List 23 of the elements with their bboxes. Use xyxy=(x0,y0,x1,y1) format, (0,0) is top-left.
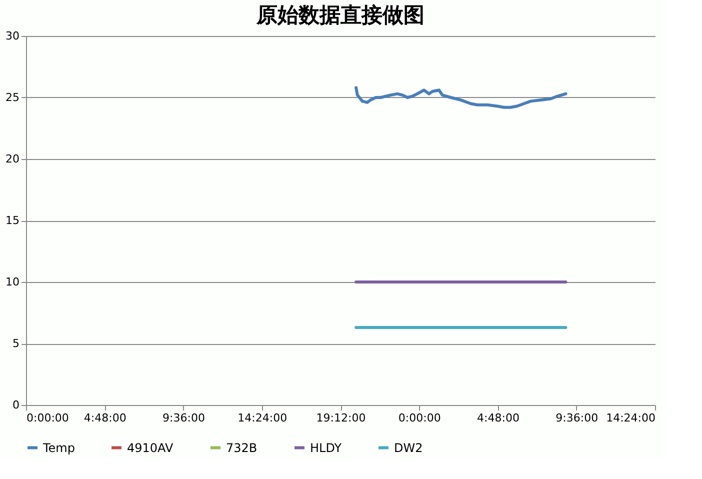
legend-label: Temp xyxy=(42,440,75,455)
legend-label: 732B xyxy=(226,440,258,455)
y-tick-label: 15 xyxy=(6,214,20,227)
y-tick-label: 10 xyxy=(6,276,20,288)
x-tick-label: 19:12:00 xyxy=(316,412,366,424)
x-tick-label: 0:00:00 xyxy=(26,412,69,424)
chart-title: 原始数据直接做图 xyxy=(256,3,424,27)
line-series xyxy=(354,86,568,109)
x-tick-label: 4:48:00 xyxy=(84,412,126,424)
y-tick-label: 30 xyxy=(6,30,20,42)
x-tick-label: 14:24:00 xyxy=(238,412,288,424)
legend-label: HLDY xyxy=(310,440,342,455)
y-tick-label: 5 xyxy=(12,337,20,350)
x-tick-label: 4:48:00 xyxy=(477,412,520,424)
x-tick-label: 14:24:00 xyxy=(606,412,656,424)
legend-label: DW2 xyxy=(394,440,423,455)
y-tick-label: 0 xyxy=(12,398,20,412)
y-tick-label: 20 xyxy=(6,152,20,166)
x-tick-label: 0:00:00 xyxy=(398,412,441,424)
x-tick-label: 9:36:00 xyxy=(162,412,205,424)
legend-label: 4910AV xyxy=(127,440,174,455)
x-tick-label: 9:36:00 xyxy=(556,412,598,424)
y-tick-label: 25 xyxy=(6,91,20,104)
